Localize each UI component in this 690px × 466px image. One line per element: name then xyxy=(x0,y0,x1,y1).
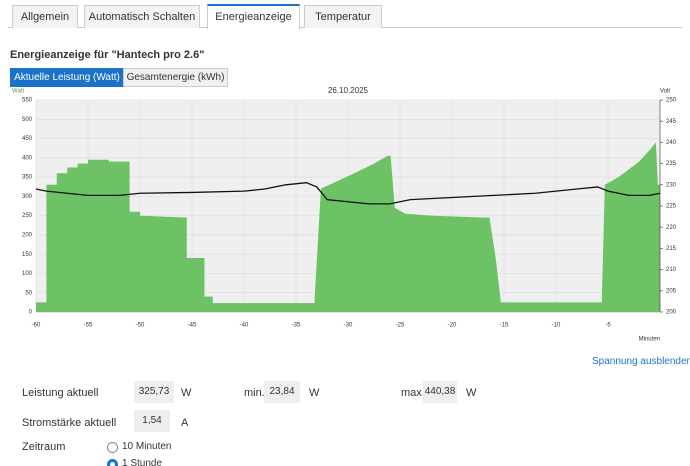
y2-tick-label: 200 xyxy=(666,310,677,316)
y-tick-label: 100 xyxy=(22,271,33,277)
field-label: Zeitraum xyxy=(22,441,66,453)
y2-tick-label: 235 xyxy=(666,161,677,167)
field-label: Leistung aktuell xyxy=(22,387,99,399)
x-tick-label: -5 xyxy=(605,323,611,329)
y-axis-label: Watt xyxy=(12,89,24,95)
y2-tick-label: 240 xyxy=(666,140,677,146)
x-tick-label: -45 xyxy=(188,323,197,329)
field-unit: A xyxy=(181,417,189,429)
toggle-link[interactable]: Spannung ausblenden xyxy=(592,356,690,367)
x-tick-label: -25 xyxy=(396,323,405,329)
field-label: Stromstärke aktuell xyxy=(22,417,117,429)
y-tick-label: 500 xyxy=(22,117,33,123)
voltage-line xyxy=(35,182,661,205)
field-value: 440,38 xyxy=(423,381,457,403)
field-label: min. xyxy=(244,387,265,399)
y-tick-label: 150 xyxy=(22,252,33,258)
x-tick-label: -55 xyxy=(84,323,93,329)
y2-tick-label: 245 xyxy=(666,119,677,125)
chart-title: 26.10.2025 xyxy=(328,86,369,95)
y-tick-label: 200 xyxy=(22,232,33,238)
field-label: max. xyxy=(401,387,425,399)
y-tick-label: 50 xyxy=(25,290,32,296)
y2-axis-label: Volt xyxy=(660,89,670,95)
y-tick-label: 300 xyxy=(22,194,33,200)
x-tick-label: -50 xyxy=(136,323,145,329)
y-tick-label: 350 xyxy=(22,175,33,181)
y-tick-label: 0 xyxy=(29,310,33,316)
heading: Energieanzeige für "Hantech pro 2.6" xyxy=(10,49,205,61)
tab[interactable]: Automatisch Schalten xyxy=(84,5,200,28)
radio-label[interactable]: 10 Minuten xyxy=(122,441,172,452)
field-unit: W xyxy=(466,387,477,399)
field-value: 23,84 xyxy=(264,381,300,403)
tab[interactable]: Temperatur xyxy=(304,5,382,28)
tab[interactable]: Energieanzeige xyxy=(207,4,300,29)
field-unit: W xyxy=(181,387,192,399)
y-tick-label: 450 xyxy=(22,136,33,142)
y-tick-label: 550 xyxy=(22,98,33,104)
y2-tick-label: 205 xyxy=(666,288,677,294)
x-tick-label: -10 xyxy=(552,323,561,329)
y2-tick-label: 220 xyxy=(666,225,677,231)
radio-label[interactable]: 1 Stunde xyxy=(122,458,163,466)
chart: 0 50 100 150 200 250 300 350 400 450 500 550 200 205 2… xyxy=(12,86,677,343)
x-tick-label: -15 xyxy=(500,323,509,329)
x-axis-label: Minuten xyxy=(639,337,660,343)
tab[interactable]: Allgemein xyxy=(12,5,78,28)
y-tick-label: 400 xyxy=(22,155,33,161)
y2-tick-label: 225 xyxy=(666,204,677,210)
radio[interactable] xyxy=(107,442,118,453)
x-tick-label: -30 xyxy=(344,323,353,329)
button[interactable]: Gesamtenergie (kWh) xyxy=(123,68,228,87)
y2-tick-label: 230 xyxy=(666,182,677,188)
x-tick-label: -60 xyxy=(32,323,41,329)
x-tick-label: -20 xyxy=(448,323,457,329)
y2-tick-label: 250 xyxy=(666,98,677,104)
x-tick-label: -40 xyxy=(240,323,249,329)
power-area xyxy=(36,142,660,312)
x-tick-label: -35 xyxy=(292,323,301,329)
field-value: 325,73 xyxy=(134,381,174,403)
y2-tick-label: 215 xyxy=(666,246,677,252)
radio[interactable] xyxy=(107,459,118,466)
field-unit: W xyxy=(309,387,320,399)
y2-tick-label: 210 xyxy=(666,267,677,273)
y-tick-label: 250 xyxy=(22,213,33,219)
field-value: 1,54 xyxy=(134,410,170,432)
